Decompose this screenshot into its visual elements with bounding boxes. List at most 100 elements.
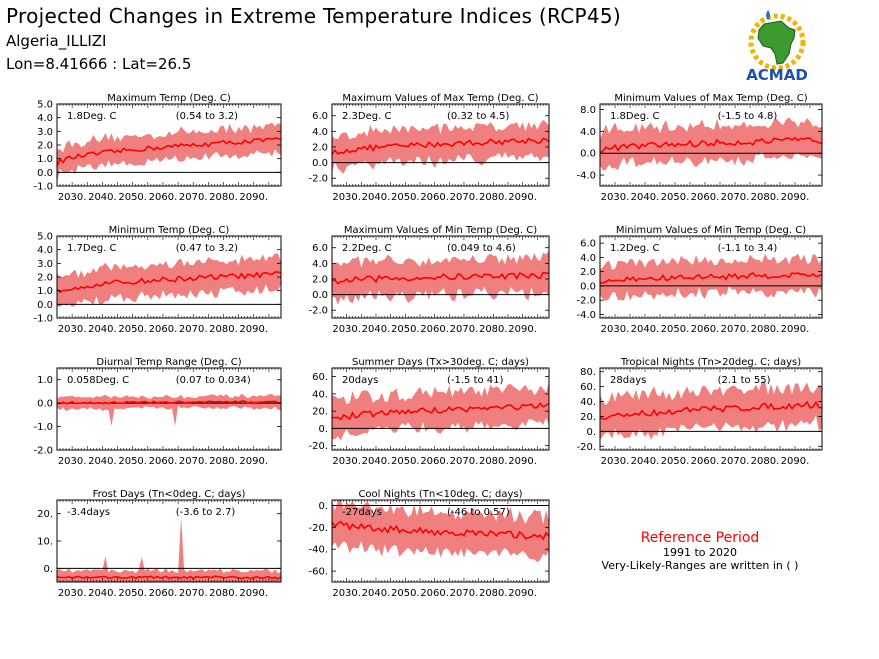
x-tick-label: 2040. <box>88 588 117 599</box>
x-tick-label: 2040. <box>88 456 117 467</box>
median-line <box>599 271 823 284</box>
chart-title: Cool Nights (Tn<10deg. C; days) <box>358 489 522 500</box>
x-tick-label: 2070. <box>450 192 479 203</box>
x-tick-label: 2070. <box>721 192 750 203</box>
x-tick-label: 2060. <box>420 588 449 599</box>
y-tick-label: 60. <box>580 382 596 393</box>
y-tick-label: 0.0 <box>312 290 328 301</box>
chart-title: Maximum Temp (Deg. C) <box>107 93 231 104</box>
x-tick-label: 2090. <box>781 324 810 335</box>
y-tick-label: 10. <box>37 537 53 548</box>
y-tick-label: 4.0 <box>37 245 53 256</box>
y-tick-label: 4.0 <box>580 127 596 138</box>
chart-panel: 2030. 2040. 2050. 2060. 2070. 2080. 2090. 6.0 4.… <box>576 225 823 335</box>
x-tick-label: 2070. <box>721 456 750 467</box>
chart-title: Minimum Values of Min Temp (Deg. C) <box>616 225 806 236</box>
x-tick-label: 2090. <box>239 456 268 467</box>
y-tick-label: 5.0 <box>37 232 53 243</box>
x-tick-label: 2070. <box>179 192 208 203</box>
x-tick-label: 2070. <box>450 588 479 599</box>
range-label: (2.1 to 55) <box>718 375 771 386</box>
x-tick-label: 2050. <box>118 324 147 335</box>
x-tick-label: 2060. <box>149 588 178 599</box>
x-tick-label: 2030. <box>601 456 630 467</box>
y-tick-label: 6.0 <box>580 239 596 250</box>
y-tick-label: -20. <box>576 442 596 453</box>
median-line <box>331 137 550 155</box>
x-tick-label: 2040. <box>362 192 391 203</box>
x-tick-label: 2080. <box>209 324 238 335</box>
x-tick-label: 2050. <box>391 588 420 599</box>
range-label: (-1.5 to 4.8) <box>718 111 778 122</box>
coordinates: Lon=8.41666 : Lat=26.5 <box>6 55 192 73</box>
change-value-label: -27days <box>342 507 382 518</box>
change-value-label: 1.2Deg. C <box>610 243 659 254</box>
water-drop-icon <box>766 10 770 20</box>
chart-title: Maximum Values of Max Temp (Deg. C) <box>342 93 538 104</box>
x-tick-label: 2070. <box>179 588 208 599</box>
median-line <box>599 400 823 420</box>
y-tick-label: 2.0 <box>580 267 596 278</box>
y-tick-label: -2.0 <box>576 296 596 307</box>
range-label: (0.049 to 4.6) <box>447 243 516 254</box>
y-tick-label: 3.0 <box>37 127 53 138</box>
logo-text: ACMAD <box>746 66 808 84</box>
change-value-label: 20days <box>342 375 378 386</box>
x-tick-label: 2080. <box>209 192 238 203</box>
x-tick-label: 2080. <box>479 588 508 599</box>
africa-map-icon <box>757 20 796 65</box>
chart-panel: 2030. 2040. 2050. 2060. 2070. 2080. 2090. 5.0 4.… <box>33 225 282 335</box>
x-tick-label: 2080. <box>479 324 508 335</box>
y-tick-label: 0. <box>43 564 53 575</box>
x-tick-label: 2050. <box>391 192 420 203</box>
x-tick-label: 2080. <box>751 456 780 467</box>
x-tick-label: 2030. <box>332 324 361 335</box>
x-tick-label: 2090. <box>781 192 810 203</box>
x-tick-label: 2080. <box>209 588 238 599</box>
x-tick-label: 2080. <box>751 192 780 203</box>
chart-title: Summer Days (Tx>30deg. C; days) <box>352 357 529 368</box>
x-tick-label: 2060. <box>420 456 449 467</box>
x-tick-label: 2050. <box>118 192 147 203</box>
likely-range-band <box>57 516 281 582</box>
reference-title: Reference Period <box>640 530 760 546</box>
y-tick-label: -20. <box>308 441 328 452</box>
y-tick-label: 0.0 <box>312 158 328 169</box>
x-tick-label: 2090. <box>508 324 537 335</box>
y-tick-label: -4.0 <box>576 171 596 182</box>
y-tick-label: 20. <box>580 412 596 423</box>
x-tick-label: 2030. <box>332 456 361 467</box>
x-tick-label: 2040. <box>362 456 391 467</box>
y-tick-label: -1.0 <box>33 182 53 193</box>
range-label: (0.32 to 4.5) <box>447 111 509 122</box>
y-tick-label: 2.0 <box>37 273 53 284</box>
median-line <box>331 271 550 285</box>
change-value-label: 2.3Deg. C <box>342 111 391 122</box>
chart-title: Tropical Nights (Tn>20deg. C; days) <box>620 357 801 368</box>
y-tick-label: 0.0 <box>37 300 53 311</box>
y-tick-label: -2.0 <box>308 306 328 317</box>
y-tick-label: 1.0 <box>37 286 53 297</box>
y-tick-label: 0. <box>586 427 596 438</box>
x-tick-label: 2050. <box>661 324 690 335</box>
y-tick-label: -4.0 <box>576 310 596 321</box>
y-tick-label: 40. <box>580 397 596 408</box>
x-tick-label: 2060. <box>420 192 449 203</box>
x-tick-label: 2070. <box>450 324 479 335</box>
x-tick-label: 2060. <box>149 192 178 203</box>
likely-range-band <box>57 122 281 183</box>
chart-title: Minimum Values of Max Temp (Deg. C) <box>614 93 807 104</box>
x-tick-label: 2080. <box>479 192 508 203</box>
acmad-logo: ACMAD <box>746 10 808 84</box>
y-tick-label: 0.0 <box>580 281 596 292</box>
chart-panel: 2030. 2040. 2050. 2060. 2070. 2080. 2090. 0. -20… <box>308 489 550 599</box>
range-label: (0.54 to 3.2) <box>176 111 238 122</box>
range-label: (-1.1 to 3.4) <box>718 243 778 254</box>
x-tick-label: 2040. <box>631 192 660 203</box>
x-tick-label: 2040. <box>362 324 391 335</box>
x-tick-label: 2060. <box>691 192 720 203</box>
y-tick-label: 0.0 <box>580 149 596 160</box>
median-line <box>599 136 823 154</box>
x-tick-label: 2090. <box>508 192 537 203</box>
